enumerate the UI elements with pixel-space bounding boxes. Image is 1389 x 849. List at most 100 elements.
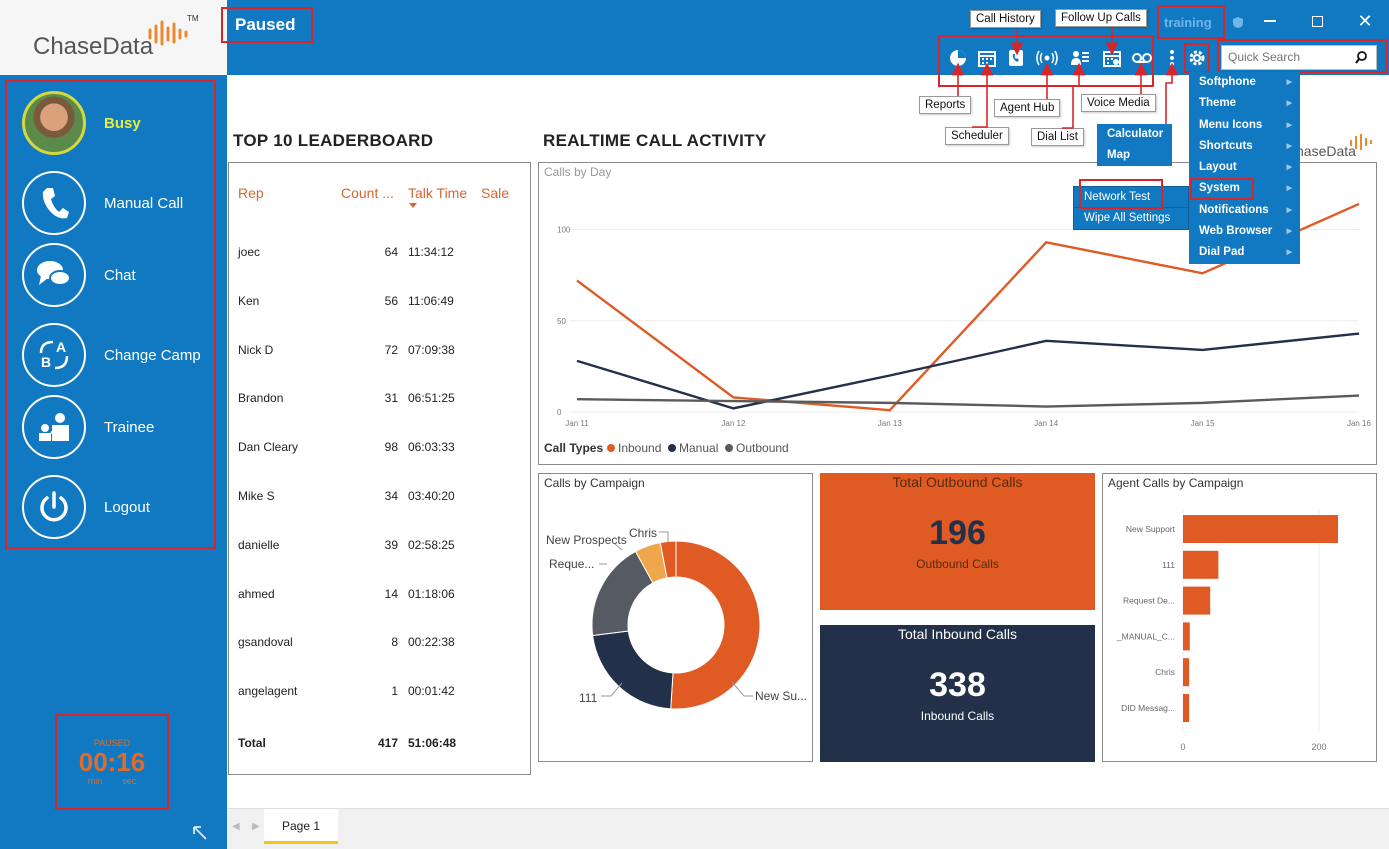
col-header-talk-time[interactable]: Talk Time xyxy=(408,185,468,201)
minimize-button[interactable] xyxy=(1253,8,1287,34)
rep-name: ahmed xyxy=(238,586,275,601)
slice-label: New Su... xyxy=(755,689,807,703)
menu-item-network-test[interactable]: Network Test xyxy=(1074,187,1188,208)
agent-status-title: Paused xyxy=(235,15,296,34)
leader-line xyxy=(659,531,669,542)
menu-item-theme[interactable]: Theme ▶ xyxy=(1189,93,1300,114)
bar[interactable] xyxy=(1183,622,1190,651)
sidebar-item-trainee[interactable]: Trainee xyxy=(22,395,212,459)
slice-label: Reque... xyxy=(549,557,594,571)
expand-arrow-icon[interactable] xyxy=(192,825,208,841)
phone-icon xyxy=(22,171,86,235)
voice-media-callout: Voice Media xyxy=(1081,94,1156,112)
leader-line xyxy=(731,681,753,697)
call-count: 98 xyxy=(384,440,398,455)
pie-slice[interactable] xyxy=(592,630,674,710)
shield-icon[interactable] xyxy=(1232,16,1244,29)
call-count: 8 xyxy=(391,635,398,650)
settings-gear-icon[interactable] xyxy=(1186,47,1208,69)
col-header-count[interactable]: Count ... xyxy=(341,185,394,201)
bar[interactable] xyxy=(1183,515,1339,543)
kpi-value: 196 xyxy=(929,514,986,552)
search-icon[interactable] xyxy=(1355,51,1368,64)
bar[interactable] xyxy=(1183,658,1190,687)
menu-item-label: Web Browser xyxy=(1199,225,1273,238)
more-menu-icon[interactable] xyxy=(1161,47,1183,69)
dial-list-icon[interactable] xyxy=(1069,47,1091,69)
sidebar-item-manual-call[interactable]: Manual Call xyxy=(22,171,212,235)
rep-name: danielle xyxy=(238,537,280,552)
talk-time: 02:58:25 xyxy=(408,537,455,552)
maximize-button[interactable] xyxy=(1300,8,1334,34)
series-line-manual[interactable] xyxy=(576,332,1360,410)
sidebar-item-label: Logout xyxy=(104,498,150,516)
trademark: TM xyxy=(187,14,199,23)
col-header-rep[interactable]: Rep xyxy=(238,185,264,201)
menu-item-shortcuts[interactable]: Shortcuts ▶ xyxy=(1189,136,1300,157)
pie-slice[interactable] xyxy=(659,540,677,579)
menu-item-notifications[interactable]: Notifications ▶ xyxy=(1189,200,1300,221)
voice-media-icon[interactable] xyxy=(1131,47,1153,69)
leader-line xyxy=(614,543,623,551)
submenu-arrow-icon: ▶ xyxy=(1286,142,1292,150)
kpi-value: 338 xyxy=(929,666,986,704)
close-button[interactable]: ✕ xyxy=(1357,10,1373,31)
follow-up-calls-icon[interactable] xyxy=(1101,47,1123,69)
rep-name: joec xyxy=(238,245,261,259)
bar[interactable] xyxy=(1183,586,1211,615)
page-tab-bar: ◀ ▶ Page 1 xyxy=(227,808,1389,849)
scheduler-icon[interactable] xyxy=(976,47,998,69)
menu-item-softphone[interactable]: Softphone ▶ xyxy=(1189,72,1300,93)
timer-state: PAUSED xyxy=(93,738,131,748)
total-talk-time: 51:06:48 xyxy=(408,736,457,750)
menu-item-calculator[interactable]: Calculator xyxy=(1097,124,1172,145)
agent-hub-icon[interactable] xyxy=(1036,47,1058,69)
talk-time: 03:40:20 xyxy=(408,489,455,503)
trainee-icon xyxy=(22,395,86,459)
talk-time: 06:03:33 xyxy=(408,440,455,455)
submenu-arrow-icon: ▶ xyxy=(1286,79,1292,86)
menu-item-map[interactable]: Map xyxy=(1097,145,1172,166)
col-header-sale[interactable]: Sale xyxy=(481,185,510,201)
menu-item-wipe-all-settings[interactable]: Wipe All Settings xyxy=(1074,208,1188,229)
reports-icon[interactable] xyxy=(947,47,969,69)
call-history-icon[interactable] xyxy=(1005,47,1027,69)
brand-wave-icon xyxy=(1350,134,1372,150)
quick-search-box[interactable] xyxy=(1221,45,1377,70)
series-line-outbound[interactable] xyxy=(576,394,1360,408)
prev-page-icon[interactable]: ◀ xyxy=(232,821,240,832)
sidebar-item-busy[interactable]: Busy xyxy=(22,91,212,155)
sidebar-item-logout[interactable]: Logout xyxy=(22,475,212,539)
menu-item-layout[interactable]: Layout ▶ xyxy=(1189,157,1300,178)
svg-text:B: B xyxy=(41,354,51,370)
profile-name[interactable]: training xyxy=(1164,15,1212,30)
submenu-arrow-icon: ▶ xyxy=(1286,164,1292,172)
menu-item-menu-icons[interactable]: Menu Icons ▶ xyxy=(1189,115,1300,136)
pie-slice[interactable] xyxy=(670,540,761,710)
logo-text: ChaseData xyxy=(33,33,154,60)
slice-label: New Prospects xyxy=(546,533,627,547)
bar[interactable] xyxy=(1183,550,1219,579)
tab-page-1[interactable]: Page 1 xyxy=(264,809,338,844)
menu-item-system[interactable]: System ▶ xyxy=(1189,178,1300,199)
sidebar-item-label: Busy xyxy=(104,114,141,132)
sidebar-item-chat[interactable]: Chat xyxy=(22,243,212,307)
y-tick-label: 50 xyxy=(557,317,566,326)
menu-item-label: Layout xyxy=(1199,161,1237,174)
menu-item-dial-pad[interactable]: Dial Pad ▶ xyxy=(1189,242,1300,263)
menu-item-web-browser[interactable]: Web Browser ▶ xyxy=(1189,221,1300,242)
chart-title: Calls by Campaign xyxy=(544,476,645,490)
call-count: 64 xyxy=(384,245,398,259)
menu-item-label: Dial Pad xyxy=(1199,246,1245,259)
quick-search-input[interactable] xyxy=(1222,46,1352,68)
calls-by-campaign-panel: Calls by Campaign New Su... 111 Reque... Ne… xyxy=(538,473,813,762)
sidebar-item-label: Trainee xyxy=(104,418,155,436)
talk-time: 07:09:38 xyxy=(408,342,455,357)
chart-title: Calls by Day xyxy=(544,165,612,179)
next-page-icon[interactable]: ▶ xyxy=(252,821,260,832)
rep-name: Mike S xyxy=(238,489,275,503)
leader-line xyxy=(601,682,623,697)
bar[interactable] xyxy=(1183,694,1190,722)
total-count: 417 xyxy=(377,736,398,750)
